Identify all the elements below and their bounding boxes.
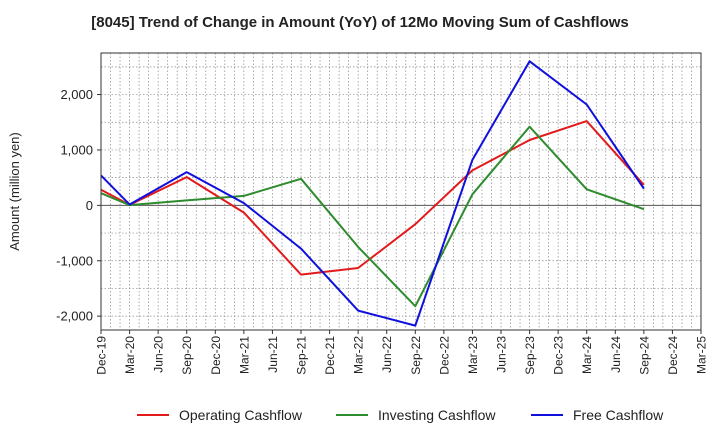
- x-tick-label: Dec-24: [666, 336, 680, 375]
- x-tick-label: Jun-21: [266, 336, 280, 373]
- y-tick-label: 0: [86, 198, 93, 213]
- y-axis-ticks: -2,000 -1,000 0 1,000 2,000: [56, 87, 101, 324]
- series-line-1: [100, 120, 645, 276]
- x-tick-label: Sep-23: [523, 336, 537, 375]
- legend-label-3: Free Cashflow: [573, 407, 664, 423]
- x-tick-label: Dec-22: [437, 336, 451, 375]
- x-tick-label: Mar-23: [466, 336, 480, 374]
- legend-label-1: Operating Cashflow: [179, 407, 303, 423]
- series-line-3: [100, 60, 645, 327]
- x-tick-label: Jun-20: [152, 336, 166, 373]
- y-axis-label: Amount (million yen): [7, 132, 22, 251]
- x-tick-label: Jun-24: [609, 336, 623, 373]
- plot-frame: [100, 52, 702, 331]
- x-axis-ticks: Dec-19 Mar-20 Jun-20 Sep-20 Dec-20 Mar-21 Jun-…: [95, 330, 709, 375]
- series-lines: [100, 60, 645, 327]
- y-tick-label: 2,000: [60, 87, 93, 102]
- x-tick-label: Jun-22: [380, 336, 394, 373]
- x-tick-label: Mar-22: [352, 336, 366, 374]
- x-tick-label: Dec-20: [209, 336, 223, 375]
- x-tick-label: Dec-21: [323, 336, 337, 375]
- x-tick-label: Mar-25: [695, 336, 709, 374]
- x-tick-label: Jun-23: [495, 336, 509, 373]
- x-tick-label: Sep-20: [180, 336, 194, 375]
- x-tick-label: Dec-19: [95, 336, 109, 375]
- legend: Operating Cashflow Investing Cashflow Free…: [137, 407, 664, 423]
- grid: [101, 53, 701, 330]
- x-tick-label: Sep-22: [409, 336, 423, 375]
- chart-title: [8045] Trend of Change in Amount (YoY) o…: [91, 14, 629, 31]
- x-tick-label: Dec-23: [552, 336, 566, 375]
- x-tick-label: Sep-21: [295, 336, 309, 375]
- x-tick-label: Mar-20: [123, 336, 137, 374]
- y-tick-label: -2,000: [56, 309, 93, 324]
- legend-label-2: Investing Cashflow: [378, 407, 496, 423]
- x-tick-label: Sep-24: [637, 336, 651, 375]
- x-tick-label: Mar-21: [237, 336, 251, 374]
- series-line-2: [100, 125, 645, 308]
- x-tick-label: Mar-24: [580, 336, 594, 374]
- y-tick-label: 1,000: [60, 142, 93, 157]
- y-tick-label: -1,000: [56, 253, 93, 268]
